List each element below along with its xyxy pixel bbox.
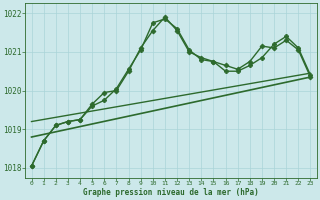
X-axis label: Graphe pression niveau de la mer (hPa): Graphe pression niveau de la mer (hPa) — [83, 188, 259, 197]
